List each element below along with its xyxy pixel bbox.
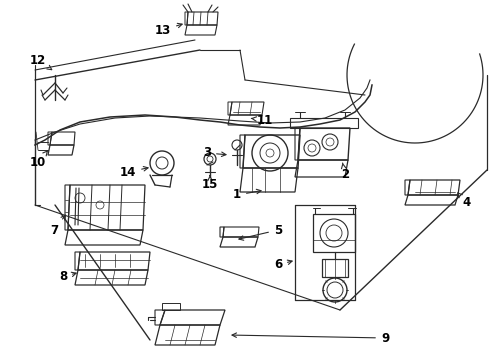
Text: 7: 7 xyxy=(50,215,66,237)
Text: 3: 3 xyxy=(203,147,226,159)
Text: 15: 15 xyxy=(202,176,218,192)
Text: 5: 5 xyxy=(239,224,282,240)
Text: 1: 1 xyxy=(233,189,261,202)
Text: 8: 8 xyxy=(59,270,76,284)
Bar xyxy=(162,303,180,310)
Text: 14: 14 xyxy=(120,166,148,179)
Text: 9: 9 xyxy=(232,332,389,345)
Text: 10: 10 xyxy=(30,150,48,168)
Bar xyxy=(313,214,355,252)
Text: 11: 11 xyxy=(251,113,273,126)
Text: 2: 2 xyxy=(341,163,349,181)
Text: 13: 13 xyxy=(155,23,182,36)
Text: 12: 12 xyxy=(30,54,52,70)
Bar xyxy=(322,259,348,277)
Text: 6: 6 xyxy=(274,258,292,271)
Text: 4: 4 xyxy=(458,193,471,210)
